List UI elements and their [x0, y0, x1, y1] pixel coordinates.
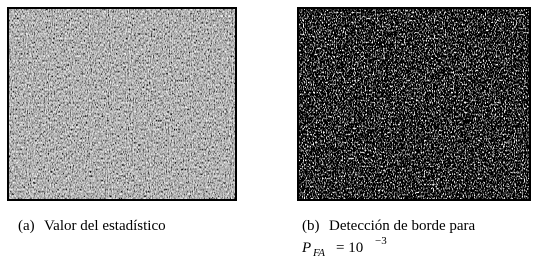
math-relation: = 10 [336, 240, 363, 256]
figure: (a) Valor del estadístico (b) Detección … [0, 0, 541, 260]
math-base: P [301, 240, 311, 256]
panel-label: (a) [18, 218, 35, 234]
statistic-image [8, 8, 236, 200]
caption: Detección de borde para [329, 218, 476, 234]
panel-b: (b) Detección de borde para P FA = 10 −3 [298, 8, 530, 259]
panel-label: (b) [302, 218, 320, 234]
math-subscript: FA [312, 247, 325, 259]
panel-a: (a) Valor del estadístico [8, 8, 236, 234]
edge-image [298, 8, 530, 200]
caption: Valor del estadístico [44, 218, 166, 234]
math-exponent: −3 [375, 235, 387, 247]
